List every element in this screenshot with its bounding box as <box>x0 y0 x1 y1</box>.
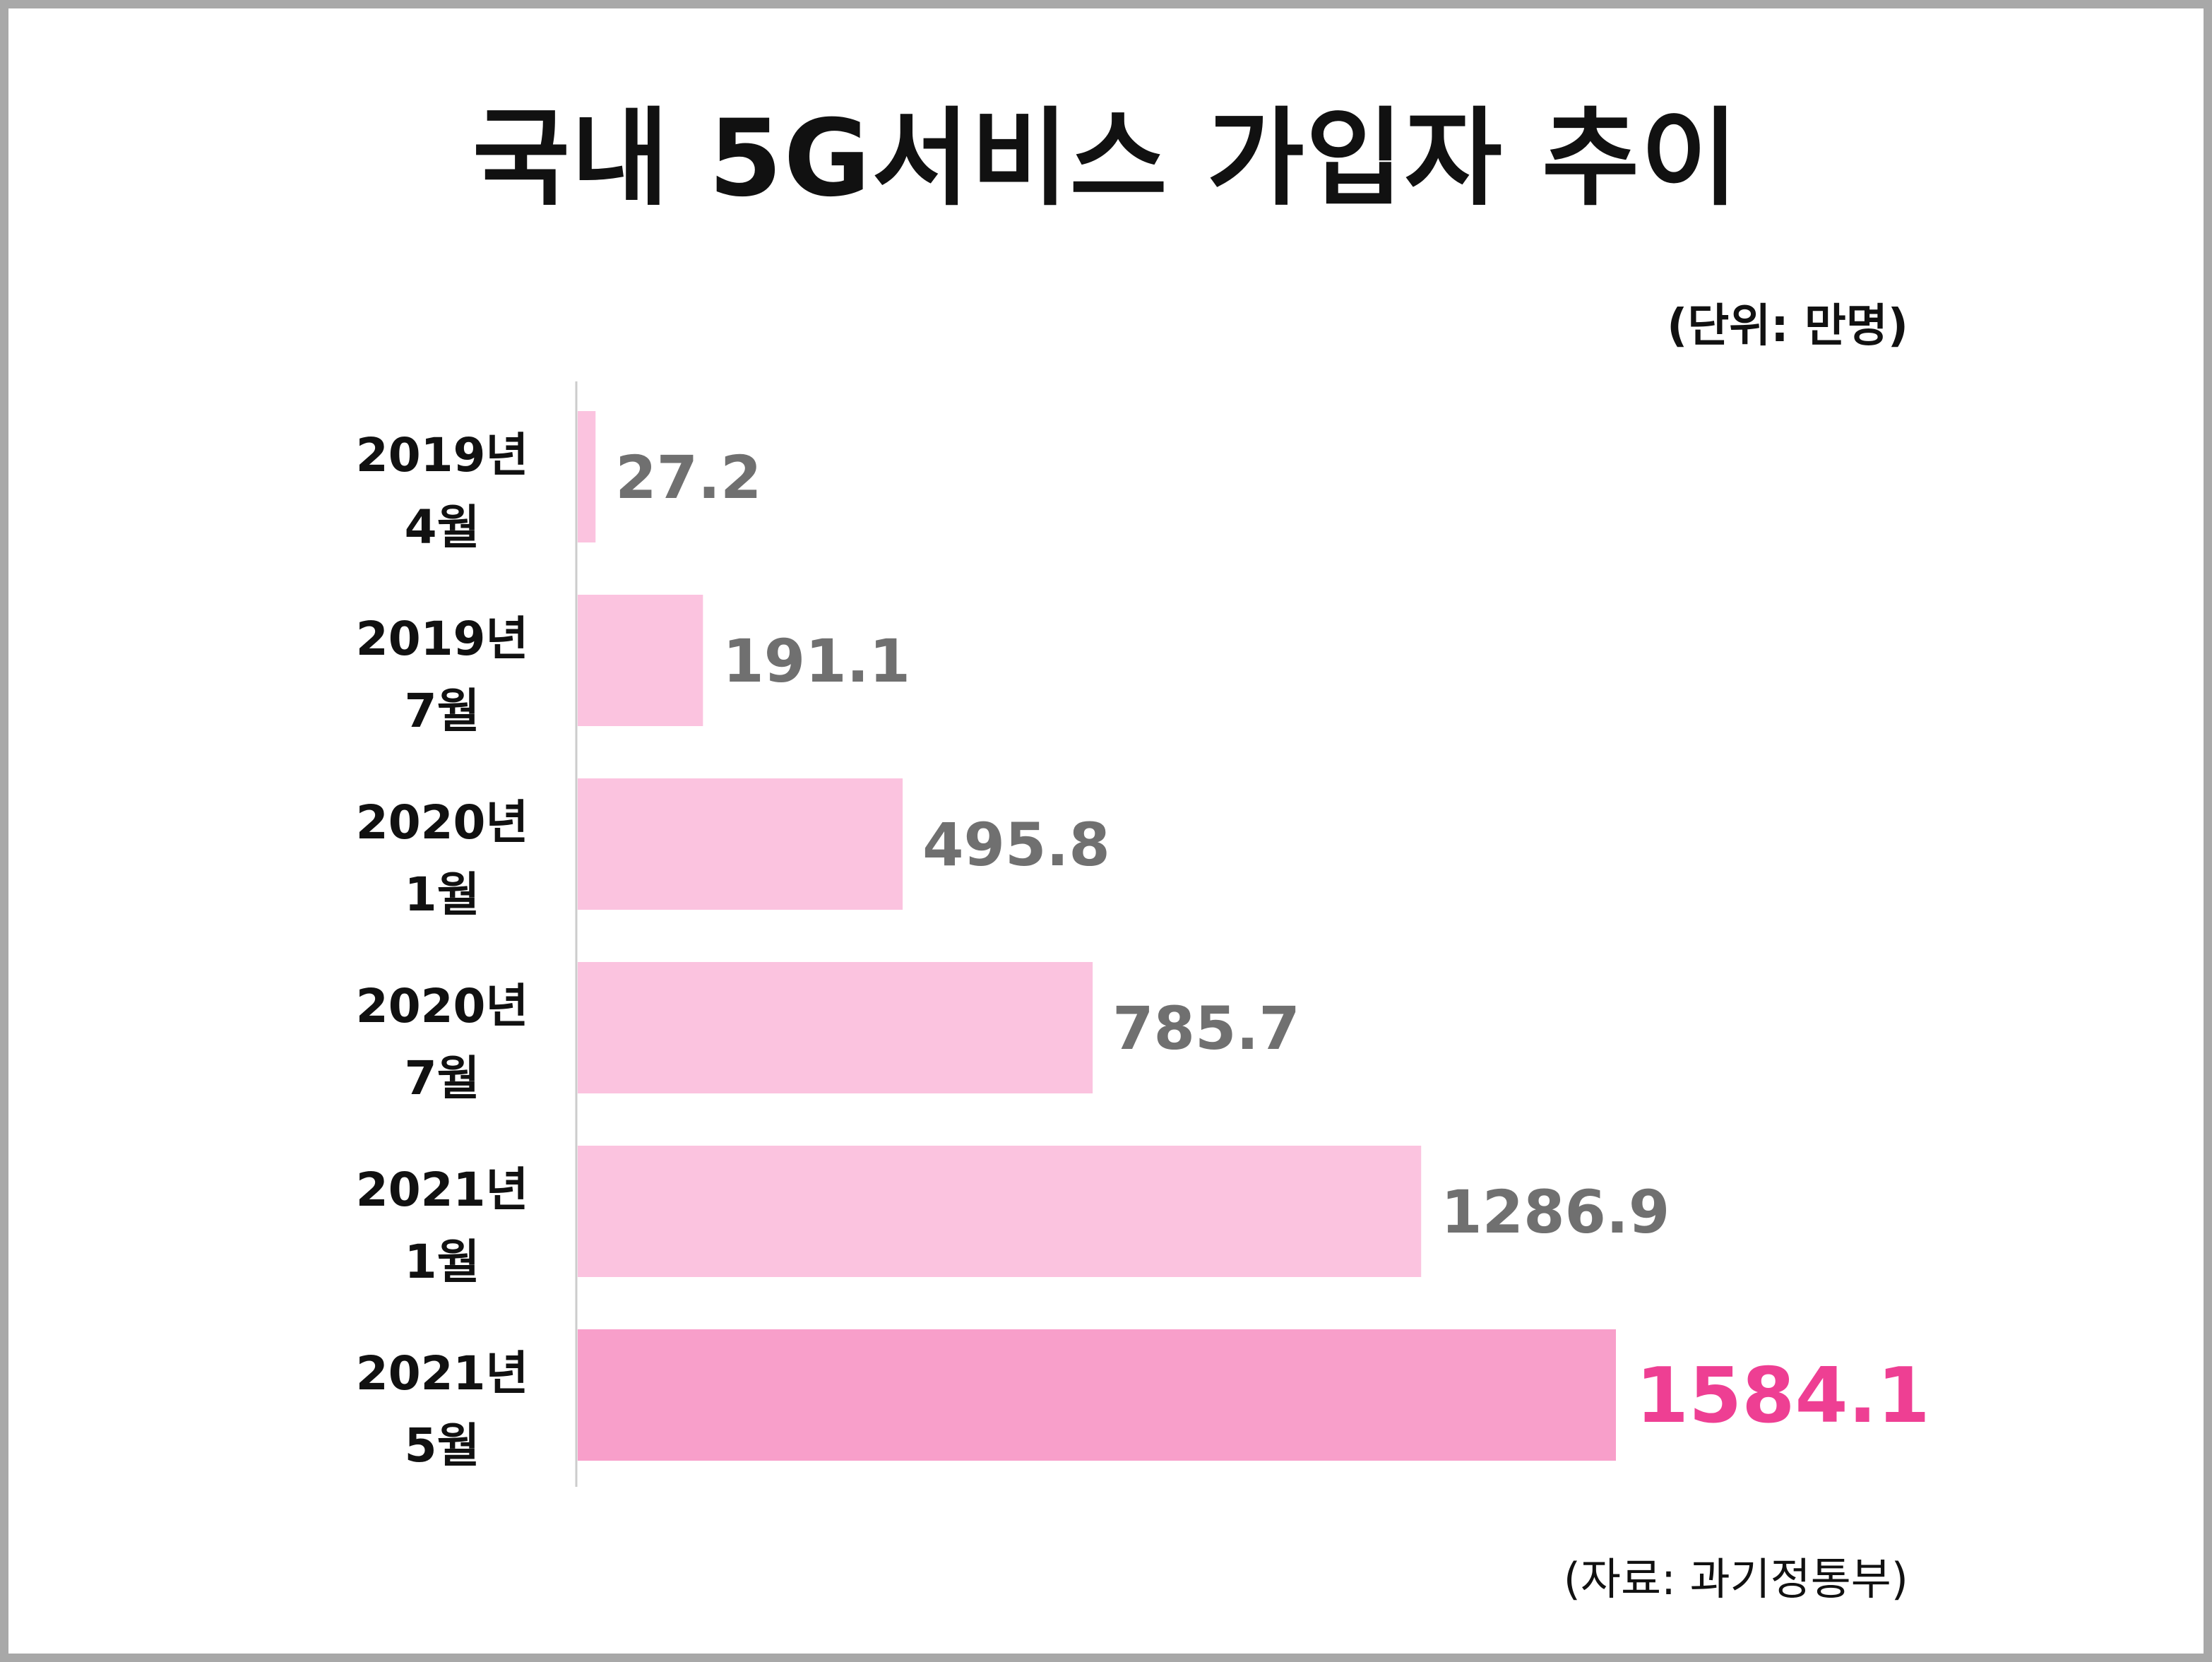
value-label-3: 785.7 <box>1112 994 1300 1063</box>
unit-note: (단위: 만명) <box>1667 300 1908 352</box>
category-label-3: 2020년 7월 <box>356 979 528 1105</box>
category-label-line: 7월 <box>405 1051 480 1105</box>
category-label-line: 4월 <box>405 500 480 554</box>
value-label-1: 191.1 <box>723 627 910 696</box>
category-label-2: 2020년 1월 <box>356 795 528 922</box>
value-label-4: 1286.9 <box>1441 1177 1670 1247</box>
category-label-1: 2019년 7월 <box>356 612 528 738</box>
category-label-line: 1월 <box>405 1235 480 1289</box>
bar-3 <box>578 962 1093 1093</box>
category-label-5: 2021년 5월 <box>356 1346 528 1473</box>
bar-2 <box>578 778 903 910</box>
category-label-line: 2021년 <box>356 1346 528 1401</box>
bar-4 <box>578 1146 1422 1277</box>
category-label-line: 2019년 <box>356 612 528 666</box>
value-label-2: 495.8 <box>922 810 1110 879</box>
category-label-4: 2021년 1월 <box>356 1163 528 1289</box>
category-label-line: 1월 <box>405 867 480 922</box>
value-label-5: 1584.1 <box>1636 1352 1930 1440</box>
bar-5 <box>578 1329 1616 1461</box>
value-label-0: 27.2 <box>615 443 761 512</box>
category-label-line: 5월 <box>405 1418 480 1473</box>
category-label-line: 2021년 <box>356 1163 528 1217</box>
category-label-0: 2019년 4월 <box>356 428 528 554</box>
bar-1 <box>578 595 703 726</box>
category-label-line: 2020년 <box>356 979 528 1033</box>
category-label-line: 2020년 <box>356 795 528 850</box>
source-note: (자료: 과기정통부) <box>1563 1553 1908 1605</box>
category-label-line: 2019년 <box>356 428 528 482</box>
chart-title: 국내 5G서비스 가입자 추이 <box>472 97 1740 220</box>
bar-0 <box>578 411 596 542</box>
category-label-line: 7월 <box>405 684 480 738</box>
